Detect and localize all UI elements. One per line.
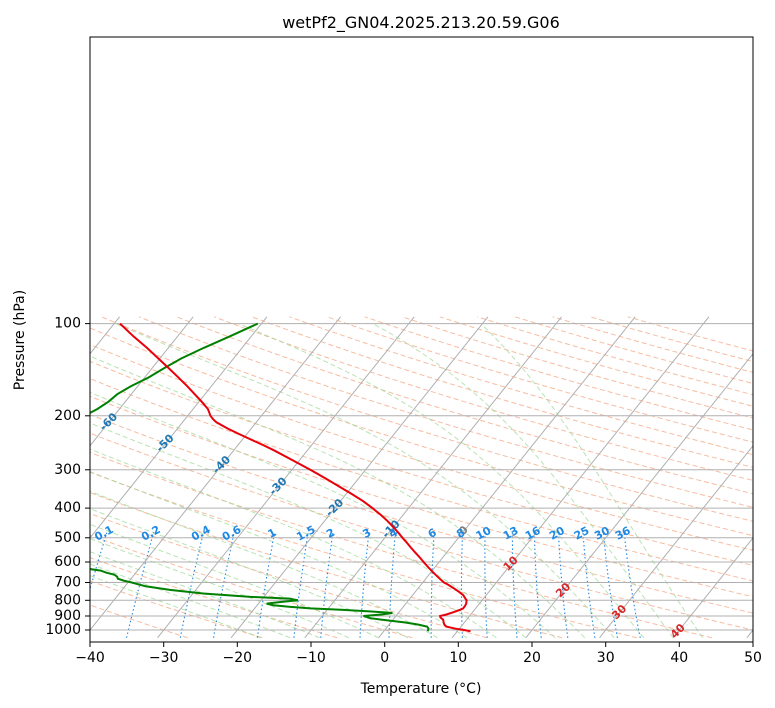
mixing-ratio-line <box>623 532 641 638</box>
y-tick-label: 1000 <box>45 622 81 638</box>
mixing-ratio-line <box>582 532 596 638</box>
x-tick-label: −10 <box>296 650 326 666</box>
y-tick-label: 200 <box>54 408 81 424</box>
isotherm-line <box>599 445 753 639</box>
isotherm-line <box>90 316 341 631</box>
dewpoint-line <box>90 322 430 632</box>
x-tick-label: 40 <box>670 650 688 666</box>
mixing-ratio-line <box>484 532 488 638</box>
x-tick-label: −40 <box>75 650 105 666</box>
mixing-ratio-line <box>320 532 334 638</box>
dry-adiabat <box>90 378 753 582</box>
isotherm-line <box>90 316 268 539</box>
mixing-ratio-label: 16 <box>523 524 543 543</box>
mixing-ratio-line <box>179 532 205 638</box>
mixing-ratio-label: 30 <box>592 524 612 543</box>
x-tick-label: 20 <box>523 650 541 666</box>
x-tick-label: 30 <box>597 650 615 666</box>
mixing-ratio-line <box>293 532 309 638</box>
y-axis-label: Pressure (hPa) <box>12 290 28 390</box>
isotherm-lines <box>90 316 753 639</box>
isotherm-line <box>304 316 562 639</box>
x-tick-label: 0 <box>380 650 389 666</box>
y-tick-label: 600 <box>54 554 81 570</box>
x-tick-label: 50 <box>744 650 762 666</box>
y-tick-label: 500 <box>54 530 81 546</box>
mixing-ratio-line <box>533 532 542 638</box>
isotherm-line <box>378 316 636 639</box>
mixing-ratio-line <box>430 532 435 638</box>
chart-title: wetPf2_GN04.2025.213.20.59.G06 <box>282 13 560 33</box>
y-tick-label: 400 <box>54 500 81 516</box>
mixing-ratio-label: 13 <box>501 524 521 543</box>
mixing-ratio-line <box>359 532 370 638</box>
y-tick-label: 900 <box>54 608 81 624</box>
isobar-gridlines <box>90 323 753 631</box>
plot-area: -100-90-80-70-60-50-40-30-20-10010203040… <box>90 316 753 641</box>
y-tick-label: 100 <box>54 316 81 332</box>
mixing-ratio-lines <box>90 532 641 638</box>
dry-adiabat <box>90 492 563 639</box>
x-tick-label: −20 <box>223 650 253 666</box>
mixing-ratio-line <box>557 532 569 638</box>
mixing-ratio-label: 10 <box>474 524 494 543</box>
dry-adiabat <box>90 360 753 566</box>
x-tick-label: −30 <box>149 650 179 666</box>
dry-adiabat <box>90 327 753 537</box>
isotherm-line <box>230 316 489 639</box>
mixing-ratio-line <box>126 532 155 638</box>
mixing-ratio-line <box>90 532 108 591</box>
x-tick-label: 10 <box>449 650 467 666</box>
profiles <box>90 322 471 633</box>
x-axis-label: Temperature (°C) <box>360 681 482 697</box>
dry-adiabat <box>90 413 753 614</box>
temperature-line <box>119 322 471 633</box>
isotherm-line <box>90 316 194 447</box>
isotherm-line <box>525 352 753 639</box>
isotherm-line <box>451 316 710 639</box>
mixing-ratio-line <box>511 532 518 638</box>
mixing-ratio-line <box>388 532 396 638</box>
isotherm-line <box>672 537 753 639</box>
y-tick-label: 800 <box>54 592 81 608</box>
isotherm-line <box>157 316 415 639</box>
plot-frame <box>89 36 754 643</box>
dry-adiabat <box>90 343 753 551</box>
mixing-ratio-line <box>213 532 235 638</box>
mixing-ratio-line <box>602 532 618 638</box>
moist-adiabat <box>115 323 615 639</box>
y-tick-label: 700 <box>54 575 81 591</box>
mixing-ratio-label: 36 <box>613 524 633 543</box>
dry-adiabat <box>90 534 413 639</box>
y-tick-label: 300 <box>54 462 81 478</box>
mixing-ratio-label: 25 <box>572 524 592 543</box>
x-axis-ticks: −40 −30 −20 −10 0 10 20 30 40 50 <box>75 642 762 666</box>
mixing-ratio-line <box>256 532 276 638</box>
mixing-ratio-label: 20 <box>547 524 567 543</box>
